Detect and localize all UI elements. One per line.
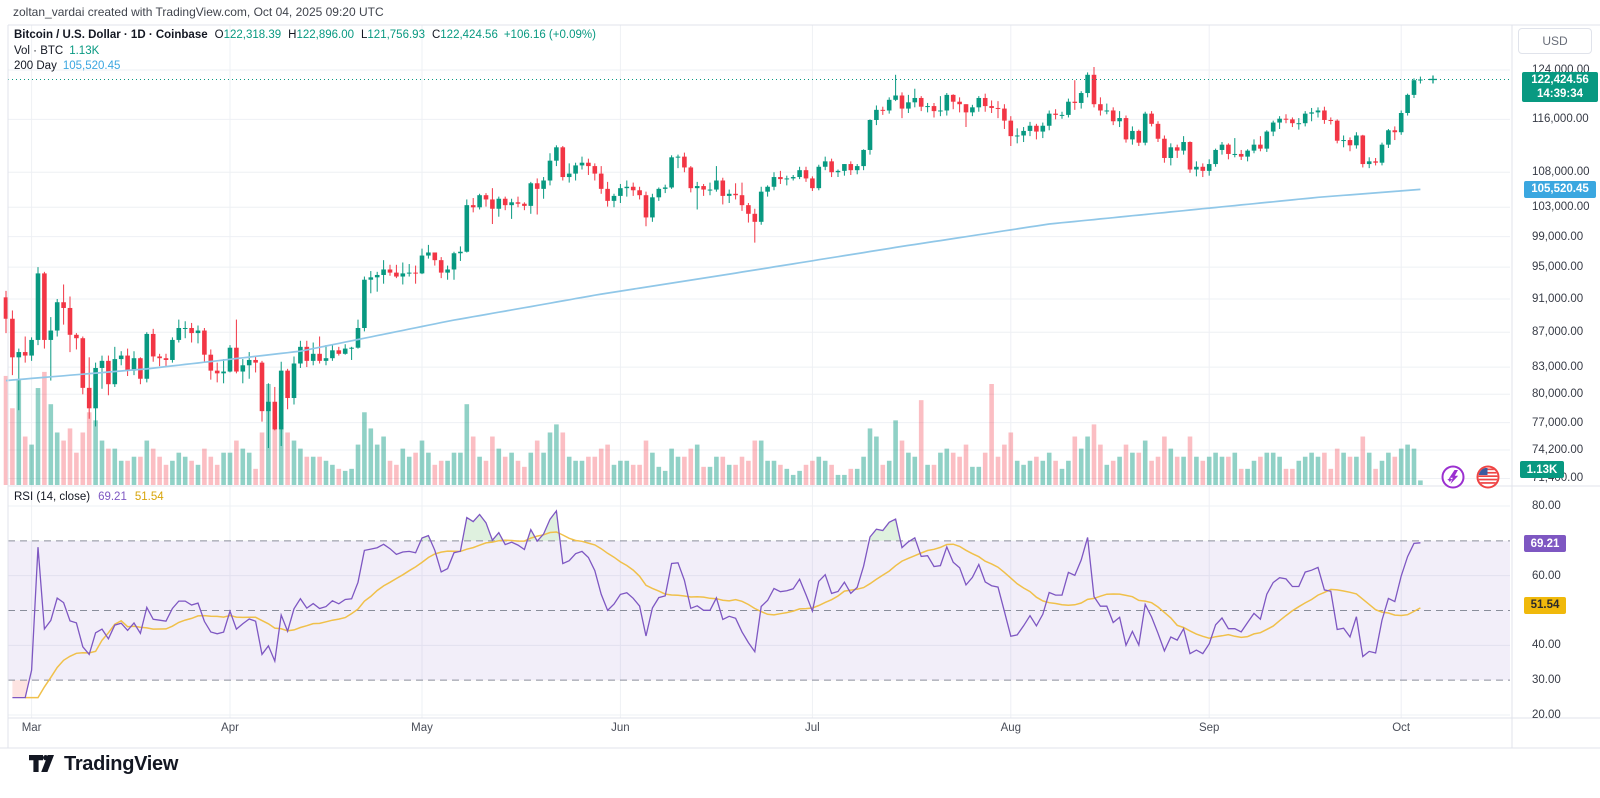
- price-axis-label: 108,000.00: [1532, 166, 1590, 179]
- symbol-title[interactable]: Bitcoin / U.S. Dollar · 1D · Coinbase: [14, 29, 208, 41]
- open-label: O: [214, 29, 224, 41]
- rsi-axis-label: 20.00: [1532, 708, 1561, 721]
- ma200-badge: 105,520.45: [1524, 180, 1596, 198]
- rsi-ma-badge: 51.54: [1524, 596, 1566, 614]
- price-axis-label: 87,000.00: [1532, 326, 1584, 339]
- time-axis-month-label: Oct: [1392, 722, 1411, 734]
- ma200-line: [5, 188, 1421, 382]
- price-axis-label: 83,000.00: [1532, 361, 1584, 374]
- open-value: 122,318.39: [223, 29, 282, 41]
- brand-name[interactable]: TradingView: [64, 752, 179, 775]
- high-label: H: [288, 29, 297, 41]
- symbol-legend: Bitcoin / U.S. Dollar · 1D · Coinbase O12…: [14, 28, 596, 75]
- price-axis-label: 103,000.00: [1532, 201, 1590, 214]
- rsi-ma-line: [25, 531, 1421, 699]
- rsi-ma-value: 51.54: [134, 491, 164, 503]
- price-axis-label: 80,000.00: [1532, 388, 1584, 401]
- bar-countdown: 14:39:34: [1536, 87, 1584, 100]
- rsi-axis-label: 40.00: [1532, 639, 1561, 652]
- volume-series: [3, 371, 1423, 485]
- candlestick-series: [3, 67, 1423, 449]
- rsi-axis-label: 60.00: [1532, 569, 1561, 582]
- last-price-badge: 122,424.56 14:39:34: [1522, 71, 1598, 102]
- close-label: C: [431, 29, 441, 41]
- time-axis-month-label: Jul: [805, 722, 820, 734]
- volume-value: 1.13K: [69, 44, 100, 57]
- symbol-row: Bitcoin / U.S. Dollar · 1D · Coinbase O12…: [14, 28, 596, 44]
- us-flag-icon[interactable]: [1476, 465, 1500, 489]
- footer-bar: TradingView: [28, 752, 178, 776]
- grid: [8, 25, 1510, 718]
- currency-button[interactable]: USD: [1518, 28, 1592, 54]
- rsi-axis-label: 30.00: [1532, 674, 1561, 687]
- time-axis-month-label: Mar: [21, 722, 42, 734]
- time-axis-month-label: Apr: [221, 722, 239, 734]
- tradingview-logo[interactable]: [28, 752, 55, 776]
- attribution-text: zoltan_vardai created with TradingView.c…: [13, 5, 384, 19]
- low-label: L: [361, 29, 368, 41]
- price-axis-label: 116,000.00: [1532, 113, 1589, 126]
- last-price-plus-marker: [1429, 75, 1437, 84]
- volume-row: Vol · BTC 1.13K: [14, 44, 596, 60]
- time-axis-month-label: Sep: [1198, 722, 1220, 734]
- high-value: 122,896.00: [296, 29, 354, 41]
- rsi-axis-label: 80.00: [1532, 500, 1561, 512]
- flash-icon[interactable]: [1441, 465, 1465, 489]
- ma200-row: 200 Day 105,520.45: [14, 59, 596, 75]
- volume-badge: 1.13K: [1520, 461, 1564, 478]
- volume-label[interactable]: Vol · BTC: [14, 44, 64, 57]
- ma200-label[interactable]: 200 Day: [14, 60, 57, 72]
- ma200-value: 105,520.45: [62, 60, 121, 72]
- price-axis-label: 91,000.00: [1532, 292, 1584, 305]
- rsi-label[interactable]: RSI (14, close): [14, 491, 91, 503]
- time-axis-month-label: May: [411, 722, 433, 734]
- price-axis-label: 74,200.00: [1532, 444, 1584, 456]
- price-axis-label: 95,000.00: [1532, 261, 1584, 274]
- low-value: 121,756.93: [367, 29, 425, 41]
- last-price-value: 122,424.56: [1531, 73, 1589, 86]
- rsi-badge: 69.21: [1524, 535, 1566, 553]
- rsi-line: [12, 509, 1421, 699]
- change-value: +106.16 (+0.09%): [503, 29, 596, 41]
- price-axis-label: 99,000.00: [1532, 230, 1584, 243]
- price-axis-label: 77,000.00: [1532, 416, 1584, 429]
- time-axis-month-label: Aug: [1000, 722, 1022, 734]
- rsi-legend: RSI (14, close) 69.21 51.54: [14, 491, 164, 503]
- time-axis-month-label: Jun: [611, 722, 630, 734]
- rsi-value: 69.21: [98, 491, 127, 503]
- close-value: 122,424.56: [440, 29, 498, 41]
